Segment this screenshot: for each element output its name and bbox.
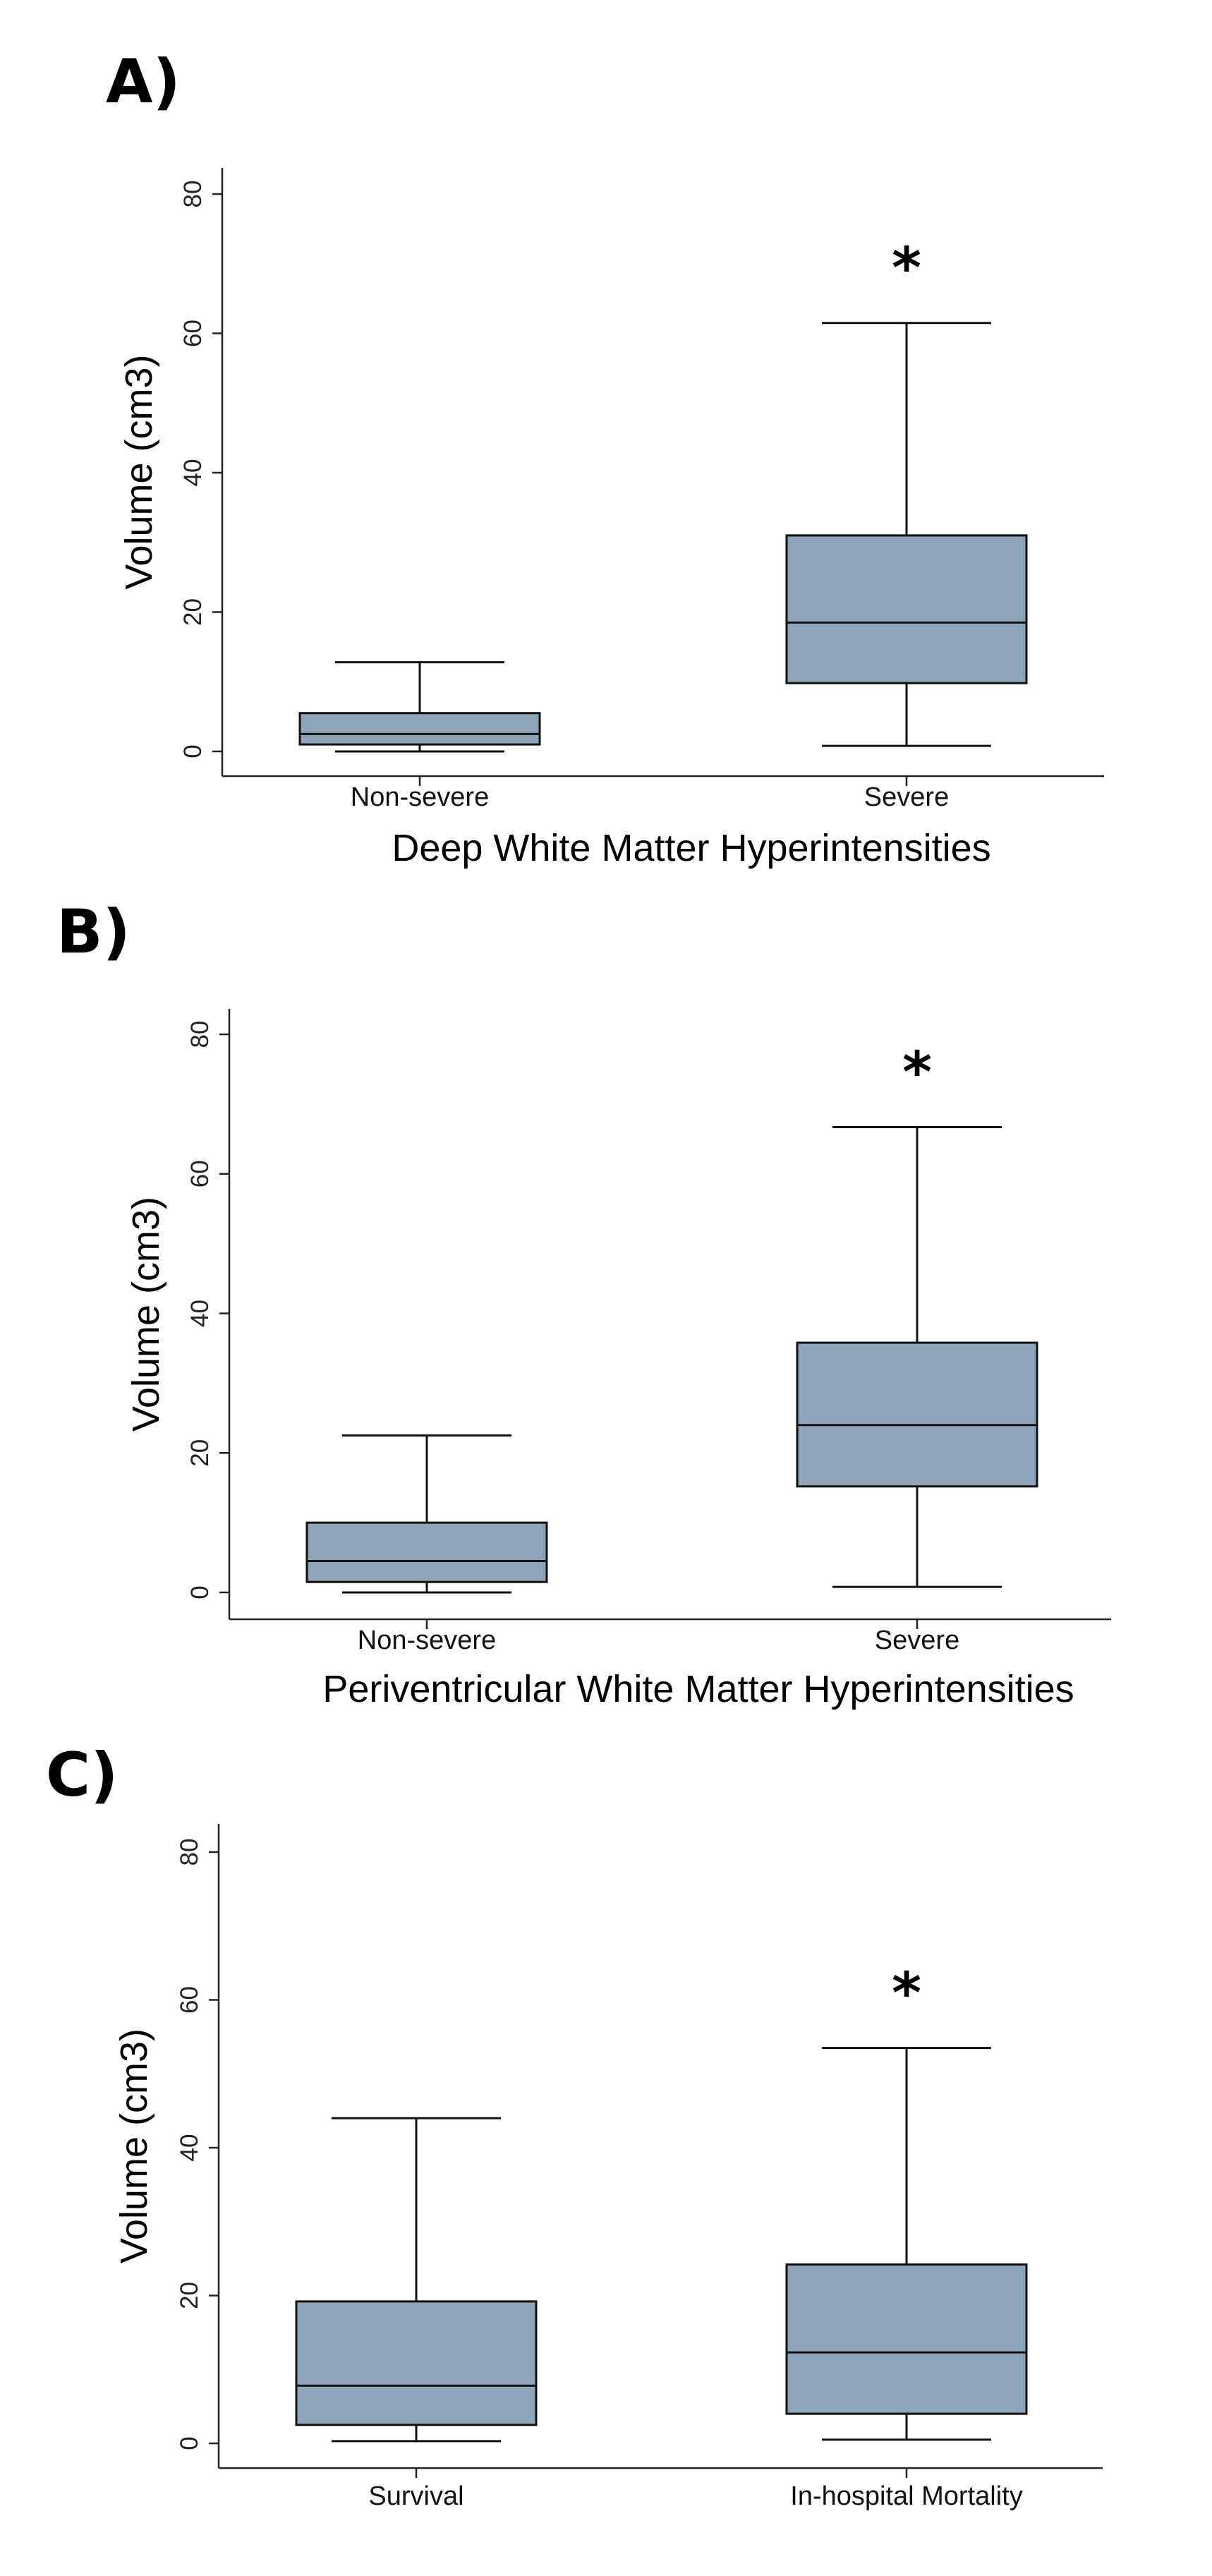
y-tick-label: 80 (176, 1839, 203, 1866)
x-category-label: Severe (864, 782, 949, 812)
y-tick-label: 80 (186, 1021, 214, 1048)
y-tick-label: 40 (179, 459, 207, 487)
y-tick-label: 60 (179, 320, 207, 347)
iqr-box (785, 534, 1028, 684)
x-category-label: Survival (368, 2481, 463, 2511)
y-tick-label: 20 (179, 598, 207, 626)
y-axis-title: Volume (cm3) (118, 354, 160, 589)
iqr-box (796, 1341, 1038, 1488)
panel-label: A) (106, 47, 181, 117)
iqr-box (785, 2263, 1028, 2415)
iqr-box (295, 2300, 538, 2426)
x-category-label: Non-severe (358, 1626, 496, 1655)
significance-marker: * (902, 1040, 932, 1106)
x-axis-title: Deep White Matter Hyperintensities (392, 827, 990, 869)
y-tick-label: 40 (186, 1300, 214, 1327)
x-category-label: Non-severe (351, 782, 489, 812)
y-axis-title: Volume (cm3) (125, 1197, 167, 1432)
iqr-box (298, 712, 541, 746)
significance-marker: * (892, 236, 921, 301)
y-tick-label: 0 (179, 744, 207, 758)
y-tick-label: 40 (176, 2134, 203, 2162)
y-axis-title: Volume (cm3) (113, 2028, 155, 2263)
x-category-label: Severe (875, 1626, 959, 1655)
y-tick-label: 80 (179, 181, 207, 208)
y-tick-label: 20 (176, 2282, 203, 2309)
iqr-box (305, 1521, 548, 1583)
y-tick-label: 0 (186, 1585, 214, 1599)
panel-label: C) (46, 1740, 118, 1810)
y-tick-label: 20 (186, 1439, 214, 1467)
y-tick-label: 60 (176, 1986, 203, 2014)
significance-marker: * (892, 1961, 921, 2026)
panel-label: B) (56, 897, 131, 967)
y-tick-label: 0 (176, 2436, 203, 2450)
y-tick-label: 60 (186, 1160, 214, 1187)
x-category-label: In-hospital Mortality (790, 2481, 1022, 2511)
x-axis-title: Periventricular White Matter Hyperintens… (322, 1668, 1074, 1710)
